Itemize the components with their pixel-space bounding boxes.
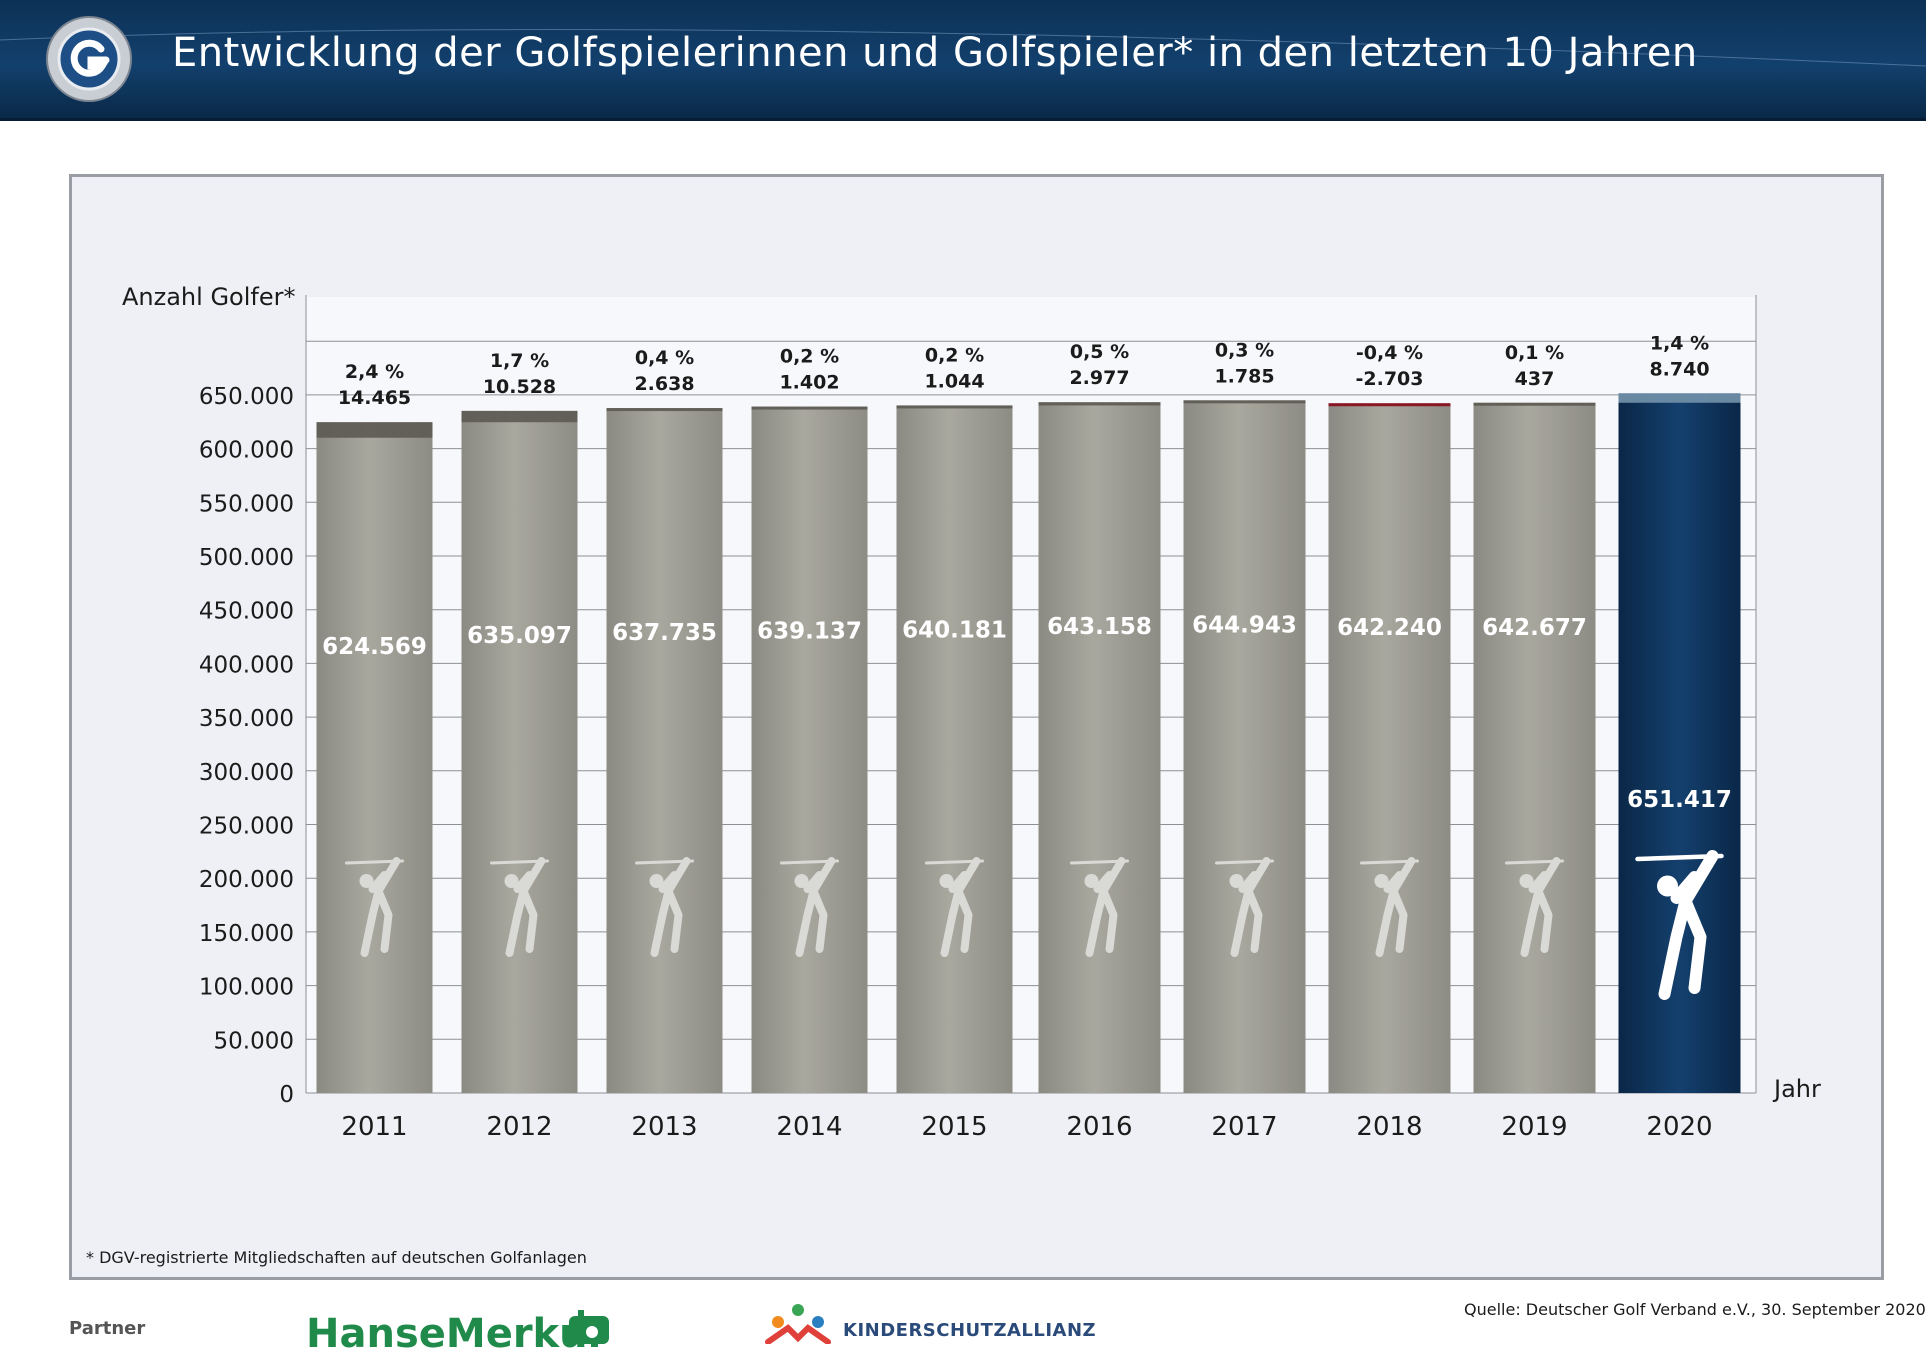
percent-label: 0,2 % <box>925 344 984 366</box>
percent-label: 0,1 % <box>1505 342 1564 364</box>
bar <box>1618 393 1741 1093</box>
golfer-icon <box>1215 857 1274 957</box>
kinderschutzallianz-logo: KINDERSCHUTZALLIANZ <box>843 1320 1097 1341</box>
x-tick-label: 2019 <box>1501 1112 1567 1142</box>
x-axis-label: Jahr <box>1772 1075 1821 1103</box>
x-tick-label: 2012 <box>486 1112 552 1142</box>
y-tick-label: 400.000 <box>199 652 294 678</box>
golfer-icon <box>1635 850 1724 1000</box>
x-tick-label: 2011 <box>341 1112 407 1142</box>
y-tick-label: 300.000 <box>199 760 294 786</box>
percent-label: -0,4 % <box>1356 342 1423 364</box>
change-label: 1.044 <box>924 370 984 392</box>
y-tick-label: 50.000 <box>214 1028 294 1054</box>
change-label: 437 <box>1515 368 1555 390</box>
golfer-icon <box>1360 857 1419 957</box>
y-tick-label: 250.000 <box>199 814 294 840</box>
value-label: 642.240 <box>1337 615 1442 641</box>
x-tick-label: 2016 <box>1066 1112 1132 1142</box>
golfer-icon <box>925 857 984 957</box>
change-segment <box>1618 393 1741 403</box>
change-segment <box>1328 403 1451 407</box>
value-label: 642.677 <box>1482 615 1587 641</box>
dgv-logo <box>46 16 132 102</box>
golfer-icon <box>1070 857 1129 957</box>
y-tick-label: 600.000 <box>199 438 294 464</box>
y-tick-label: 200.000 <box>199 867 294 893</box>
percent-label: 0,4 % <box>635 347 694 369</box>
value-label: 651.417 <box>1627 787 1732 813</box>
y-tick-label: 450.000 <box>199 599 294 625</box>
kinderschutzallianz-icon <box>765 1304 831 1344</box>
header-banner: Entwicklung der Golfspielerinnen und Gol… <box>0 0 1926 121</box>
golfer-icon <box>780 857 839 957</box>
x-tick-label: 2015 <box>921 1112 987 1142</box>
value-label: 640.181 <box>902 617 1007 643</box>
golfer-icon <box>345 857 404 957</box>
percent-label: 1,4 % <box>1650 332 1709 354</box>
value-label: 639.137 <box>757 619 862 645</box>
change-segment <box>896 405 1013 409</box>
golfer-icon <box>635 857 694 957</box>
value-label: 624.569 <box>322 634 427 660</box>
change-segment <box>1183 400 1306 404</box>
change-segment <box>1473 402 1596 406</box>
change-label: 1.785 <box>1214 365 1274 387</box>
change-label: 2.638 <box>634 373 694 395</box>
change-label: 2.977 <box>1069 367 1129 389</box>
x-tick-label: 2020 <box>1646 1112 1712 1142</box>
change-segment <box>606 408 723 412</box>
x-tick-label: 2018 <box>1356 1112 1422 1142</box>
bar <box>1473 402 1596 1093</box>
change-segment <box>316 422 433 438</box>
value-label: 643.158 <box>1047 614 1152 640</box>
y-tick-label: 100.000 <box>199 975 294 1001</box>
change-label: 14.465 <box>338 387 411 409</box>
percent-label: 0,2 % <box>780 346 839 368</box>
bar <box>606 408 723 1093</box>
partner-label: Partner <box>69 1318 146 1339</box>
percent-label: 1,7 % <box>490 350 549 372</box>
bar <box>461 410 578 1093</box>
bar <box>1038 402 1161 1093</box>
value-label: 644.943 <box>1192 612 1297 638</box>
change-segment <box>1038 402 1161 406</box>
y-tick-label: 650.000 <box>199 384 294 410</box>
page-title: Entwicklung der Golfspielerinnen und Gol… <box>172 30 1698 76</box>
header-decoration <box>0 29 1926 67</box>
golfer-icon <box>490 857 549 957</box>
bar-chart: 624.569 2,4 % 14.465 2011 635.097 1,7 % 10.528… <box>122 283 1821 1142</box>
percent-label: 2,4 % <box>345 361 404 383</box>
chart-panel: 624.569 2,4 % 14.465 2011 635.097 1,7 % 10.528… <box>69 174 1884 1280</box>
y-tick-label: 0 <box>279 1082 294 1108</box>
footnote: * DGV-registrierte Mitgliedschaften auf … <box>86 1248 587 1267</box>
change-label: 10.528 <box>483 376 556 398</box>
y-tick-label: 550.000 <box>199 491 294 517</box>
bar <box>896 405 1013 1093</box>
y-axis-label: Anzahl Golfer* <box>122 283 295 311</box>
change-label: 8.740 <box>1649 358 1709 380</box>
change-segment <box>751 406 868 410</box>
y-tick-label: 150.000 <box>199 921 294 947</box>
source-note: Quelle: Deutscher Golf Verband e.V., 30.… <box>1464 1300 1926 1319</box>
y-tick-label: 350.000 <box>199 706 294 732</box>
x-tick-label: 2014 <box>776 1112 842 1142</box>
percent-label: 0,3 % <box>1215 339 1274 361</box>
y-tick-label: 500.000 <box>199 545 294 571</box>
change-label: 1.402 <box>779 372 839 394</box>
change-label: -2.703 <box>1356 368 1424 390</box>
hansemerkur-logo: HanseMerkur <box>306 1311 608 1357</box>
value-label: 635.097 <box>467 623 572 649</box>
percent-label: 0,5 % <box>1070 341 1129 363</box>
bar <box>316 422 433 1093</box>
bar <box>1328 403 1451 1093</box>
change-segment <box>461 410 578 423</box>
hansemerkur-icon <box>569 1310 609 1344</box>
golfer-icon <box>1505 857 1564 957</box>
bar <box>751 406 868 1093</box>
bar <box>1183 400 1306 1093</box>
x-tick-label: 2017 <box>1211 1112 1277 1142</box>
x-tick-label: 2013 <box>631 1112 697 1142</box>
value-label: 637.735 <box>612 620 717 646</box>
